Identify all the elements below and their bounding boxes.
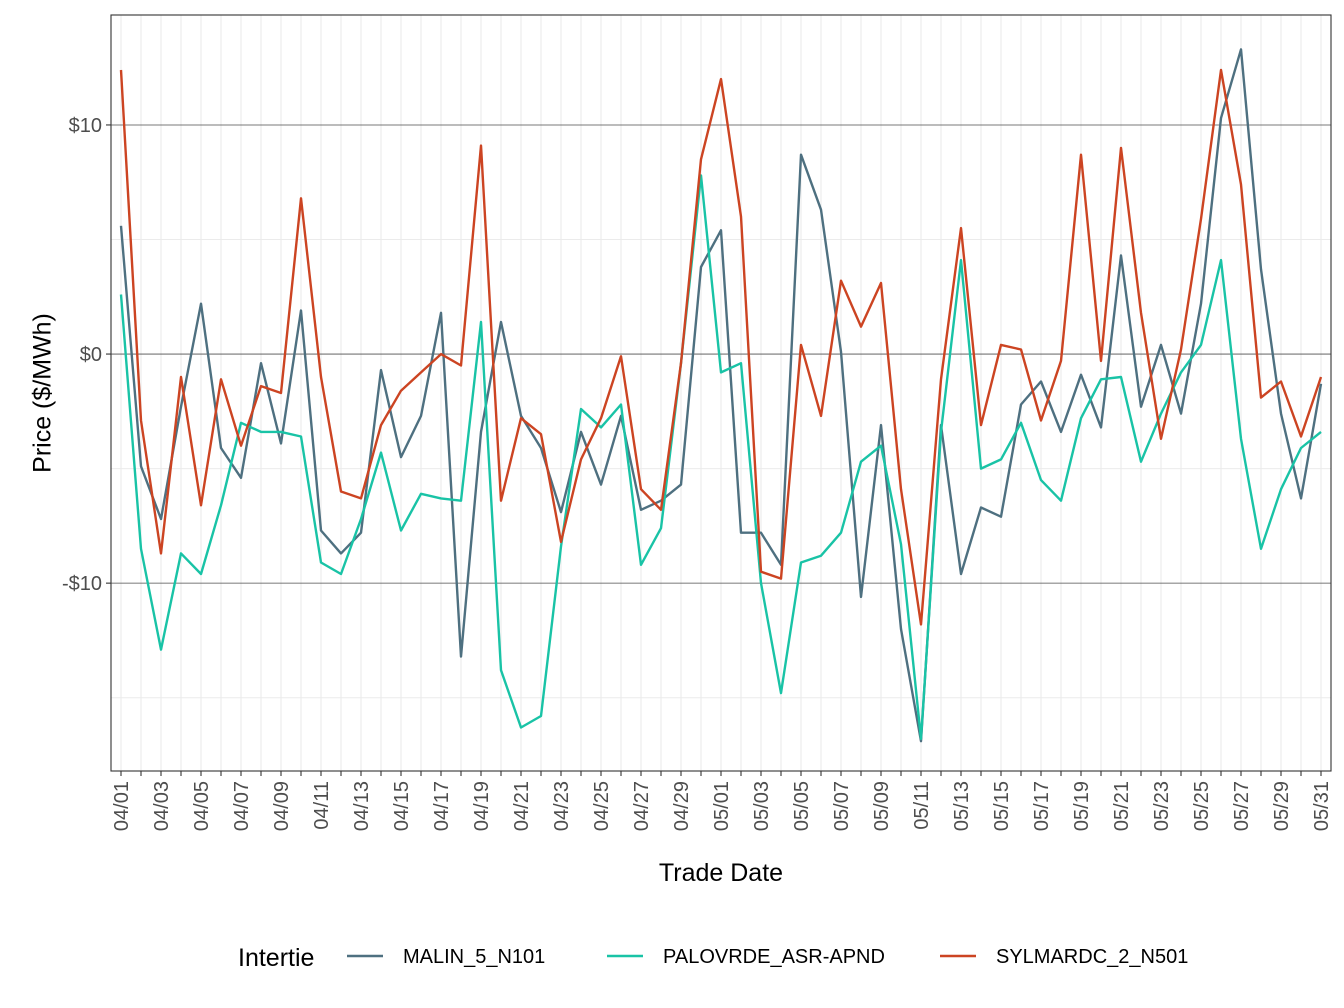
x-tick-label: 04/01	[111, 781, 133, 831]
x-tick-label: 05/09	[871, 781, 893, 831]
x-tick-label: 05/17	[1031, 781, 1053, 831]
x-tick-label: 04/15	[391, 781, 413, 831]
x-tick-label: 04/05	[191, 781, 213, 831]
x-tick-label: 05/13	[951, 781, 973, 831]
x-tick-label: 04/19	[471, 781, 493, 831]
x-tick-label: 05/23	[1151, 781, 1173, 831]
x-tick-label: 04/23	[551, 781, 573, 831]
x-tick-label: 05/01	[711, 781, 733, 831]
y-tick-label: $0	[80, 344, 102, 366]
x-tick-label: 05/11	[911, 781, 933, 830]
legend-label-palovrde-asr-apnd: PALOVRDE_ASR-APND	[663, 946, 885, 968]
legend-label-malin-5-n101: MALIN_5_N101	[403, 946, 545, 968]
x-tick-label: 05/31	[1311, 781, 1333, 831]
series-line-malin-5-n101	[119, 48, 1323, 743]
y-tick-label: $10	[69, 115, 102, 137]
x-tick-label: 04/27	[631, 781, 653, 831]
x-tick-label: 04/29	[671, 781, 693, 831]
x-axis-ticks: 04/01 04/03 04/05 04/07 04/09 04/11 04/13 04/15…	[111, 771, 1333, 831]
x-tick-label: 05/03	[751, 781, 773, 831]
series-line-sylmardc-2-n501	[119, 68, 1323, 626]
x-tick-label: 04/21	[511, 781, 533, 831]
x-tick-label: 04/17	[431, 781, 453, 831]
x-tick-label: 04/07	[231, 781, 253, 831]
legend-label-sylmardc-2-n501: SYLMARDC_2_N501	[996, 946, 1188, 968]
x-tick-label: 04/11	[311, 781, 333, 830]
x-tick-label: 04/09	[271, 781, 293, 831]
legend: Intertie MALIN_5_N101 PALOVRDE_ASR-APND SY…	[238, 944, 1188, 972]
x-tick-label: 05/07	[831, 781, 853, 831]
major-gridlines	[111, 124, 1331, 584]
y-tick-label: -$10	[62, 573, 102, 595]
x-tick-label: 05/15	[991, 781, 1013, 831]
series-lines	[119, 48, 1323, 743]
x-tick-label: 04/13	[351, 781, 373, 831]
x-tick-label: 05/29	[1271, 781, 1293, 831]
x-axis-title: Trade Date	[659, 859, 783, 887]
minor-gridlines	[111, 15, 1331, 771]
y-axis-title: Price ($/MWh)	[29, 313, 57, 473]
x-tick-label: 05/27	[1231, 781, 1253, 831]
x-tick-label: 05/19	[1071, 781, 1093, 831]
x-tick-label: 05/21	[1111, 781, 1133, 831]
x-tick-label: 04/03	[151, 781, 173, 831]
legend-title: Intertie	[238, 944, 314, 972]
series-line-palovrde-asr-apnd	[119, 174, 1322, 741]
x-tick-label: 05/25	[1191, 781, 1213, 831]
x-tick-label: 04/25	[591, 781, 613, 831]
x-tick-label: 05/05	[791, 781, 813, 831]
y-axis-ticks: $10 $0 -$10	[62, 115, 111, 595]
